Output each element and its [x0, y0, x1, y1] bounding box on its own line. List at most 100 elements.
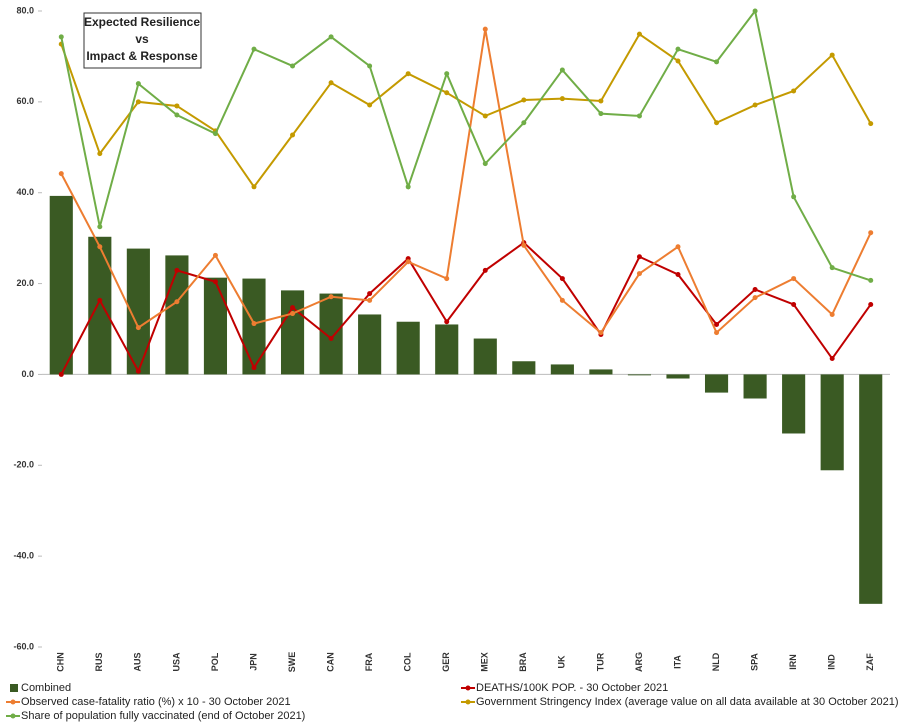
point: [829, 356, 835, 362]
bar: [550, 364, 574, 375]
point: [675, 244, 681, 250]
point: [251, 365, 257, 371]
y-tick-label: -20.0: [13, 460, 34, 470]
x-tick-label: SWE: [287, 652, 297, 673]
point: [482, 26, 488, 32]
point: [598, 330, 604, 336]
point: [559, 276, 565, 282]
legend-label: Combined: [21, 682, 71, 694]
bar: [743, 374, 767, 399]
bar: [666, 374, 690, 379]
y-tick-label: 80.0: [16, 5, 34, 15]
point: [598, 98, 604, 104]
x-tick-label: TUR: [595, 652, 605, 671]
point: [97, 244, 103, 250]
chart-title: Expected Resilience: [84, 15, 200, 29]
point: [559, 96, 565, 102]
point: [559, 67, 565, 73]
point: [405, 184, 411, 190]
bar: [704, 374, 729, 393]
bar: [203, 277, 228, 375]
point: [135, 325, 141, 331]
point: [290, 305, 296, 311]
point: [290, 63, 296, 69]
legend-swatch: [465, 699, 471, 705]
point: [212, 252, 218, 258]
bar: [859, 374, 883, 604]
x-tick-label: CAN: [325, 652, 335, 672]
point: [58, 171, 64, 177]
point: [791, 194, 797, 200]
point: [559, 297, 565, 303]
point: [521, 242, 527, 248]
point: [251, 184, 257, 190]
point: [367, 63, 373, 69]
point: [714, 330, 720, 336]
legend-swatch: [10, 684, 18, 692]
point: [328, 80, 334, 86]
point: [251, 321, 257, 327]
bar: [512, 361, 536, 375]
x-tick-label: IRN: [788, 654, 798, 670]
point: [752, 295, 758, 301]
x-tick-label: NLD: [711, 652, 721, 671]
y-tick-label: 20.0: [16, 278, 34, 288]
point: [135, 368, 141, 374]
bar: [319, 293, 343, 375]
point: [328, 34, 334, 40]
point: [405, 259, 411, 265]
legend-label: Observed case-fatality ratio (%) x 10 - …: [21, 696, 291, 708]
point: [251, 46, 257, 52]
x-tick-label: IND: [827, 654, 837, 670]
bar: [627, 374, 652, 376]
chart-title: Impact & Response: [86, 49, 198, 63]
point: [752, 8, 758, 14]
x-tick-label: COL: [403, 652, 413, 672]
x-tick-label: ITA: [672, 655, 682, 669]
point: [521, 97, 527, 103]
x-tick-label: ZAF: [865, 653, 875, 671]
bar: [473, 338, 497, 375]
bar: [435, 324, 459, 375]
line: [60, 241, 872, 375]
point: [791, 88, 797, 94]
point: [868, 230, 874, 236]
x-tick-label: SPA: [749, 653, 759, 671]
x-tick-label: UK: [557, 655, 567, 668]
point: [598, 111, 604, 117]
bar: [280, 290, 305, 375]
x-tick-label: POL: [210, 652, 220, 671]
x-tick-label: MEX: [480, 652, 490, 672]
bar: [242, 278, 266, 375]
point: [752, 102, 758, 108]
bar: [820, 374, 844, 471]
point: [482, 113, 488, 119]
y-tick-label: 40.0: [16, 187, 34, 197]
point: [482, 161, 488, 167]
point: [290, 311, 296, 317]
point: [636, 254, 642, 260]
bar: [126, 248, 150, 375]
line: [60, 28, 872, 335]
point: [636, 113, 642, 119]
point: [174, 103, 180, 109]
x-tick-label: ARG: [634, 652, 644, 672]
point: [829, 311, 835, 317]
point: [174, 267, 180, 273]
line: [60, 8, 872, 282]
point: [791, 276, 797, 282]
legend-label: DEATHS/100K POP. - 30 October 2021: [476, 682, 668, 694]
x-tick-label: RUS: [94, 652, 104, 671]
point: [367, 102, 373, 108]
bar: [589, 369, 613, 375]
point: [328, 336, 334, 342]
point: [675, 46, 681, 52]
point: [675, 271, 681, 277]
chart-title: vs: [135, 32, 149, 46]
x-tick-label: FRA: [364, 652, 374, 671]
point: [868, 121, 874, 127]
point: [444, 90, 450, 96]
point: [58, 371, 64, 377]
x-tick-label: BRA: [518, 652, 528, 672]
